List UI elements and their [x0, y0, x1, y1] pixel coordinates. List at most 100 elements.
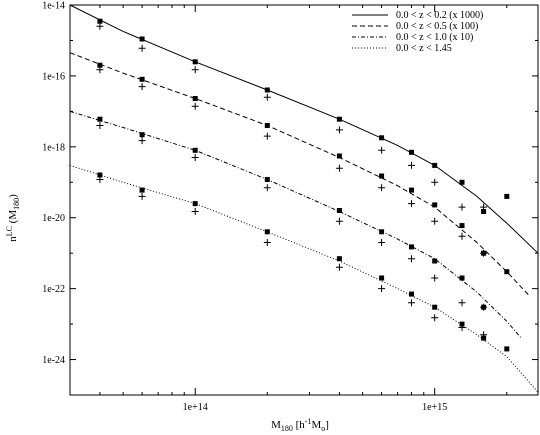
- legend-label: 0.0 < z < 1.0 (x 10): [396, 32, 473, 43]
- series-line: [69, 52, 531, 297]
- square-point: [97, 172, 103, 178]
- plus-point: [96, 22, 104, 30]
- square-point: [139, 187, 145, 193]
- y-tick-label: 1e-20: [42, 213, 65, 224]
- plus-point: [480, 303, 488, 311]
- square-point: [459, 275, 465, 281]
- plus-point: [480, 203, 488, 211]
- plus-point: [263, 93, 271, 101]
- square-point: [459, 179, 465, 185]
- plus-point: [191, 154, 199, 161]
- square-point: [192, 59, 198, 65]
- plus-point: [191, 102, 199, 110]
- model-curves: [69, 4, 539, 393]
- y-tick-label: 1e-18: [42, 142, 65, 153]
- plus-point: [96, 122, 104, 129]
- square-point: [504, 193, 510, 199]
- plus-point: [191, 208, 199, 215]
- legend: 0.0 < z < 0.2 (x 1000)0.0 < z < 0.5 (x 1…: [352, 10, 483, 54]
- legend-label: 0.0 < z < 0.5 (x 100): [396, 21, 478, 32]
- data-markers: [96, 18, 510, 352]
- plus-point: [378, 184, 386, 192]
- x-axis-label: M180 [h-1Mo]: [271, 417, 329, 433]
- square-point: [192, 201, 198, 207]
- plus-point: [480, 331, 488, 339]
- plus-point: [263, 132, 271, 140]
- plot-frame: [69, 4, 539, 396]
- plus-point: [480, 249, 488, 257]
- x-ticks: 1e+14 1e+15: [69, 5, 508, 413]
- square-point: [192, 147, 198, 153]
- square-point: [264, 123, 270, 128]
- plus-point: [458, 299, 466, 307]
- plus-point: [408, 255, 415, 263]
- square-point: [409, 149, 414, 155]
- plus-point: [458, 203, 466, 211]
- square-point: [481, 209, 487, 214]
- square-point: [432, 202, 438, 208]
- plus-point: [378, 285, 386, 293]
- square-point: [504, 346, 510, 352]
- series-line: [69, 164, 539, 393]
- square-point: [97, 62, 103, 68]
- square-point: [264, 87, 270, 93]
- square-point: [432, 258, 438, 264]
- x-tick-label: 1e+14: [183, 402, 208, 413]
- square-point: [409, 187, 414, 193]
- square-point: [139, 76, 145, 82]
- plus-point: [431, 178, 439, 186]
- square-point: [459, 223, 465, 229]
- square-point: [409, 291, 414, 297]
- y-tick-label: 1e-14: [42, 1, 65, 12]
- plus-point: [458, 232, 466, 240]
- plus-point: [431, 314, 439, 322]
- plus-point: [335, 164, 343, 172]
- square-point: [264, 229, 270, 235]
- square-point: [336, 116, 342, 122]
- plus-point: [96, 66, 104, 74]
- square-point: [97, 18, 103, 24]
- plus-point: [138, 137, 146, 145]
- y-tick-label: 1e-16: [42, 71, 65, 82]
- series-line: [69, 4, 539, 254]
- plus-point: [96, 176, 104, 183]
- square-point: [432, 162, 438, 168]
- plus-point: [431, 274, 439, 282]
- square-point: [379, 275, 385, 281]
- plus-point: [408, 200, 415, 208]
- square-point: [379, 229, 385, 235]
- square-point: [379, 173, 385, 179]
- y-axis-label: nLC (M180): [5, 194, 21, 242]
- y-tick-label: 1e-24: [42, 355, 65, 366]
- legend-label: 0.0 < z < 1.45: [396, 43, 452, 54]
- square-point: [336, 256, 342, 262]
- plus-point: [335, 126, 343, 134]
- x-tick-label: 1e+15: [422, 402, 447, 413]
- square-point: [97, 116, 103, 122]
- plus-point: [408, 299, 415, 307]
- square-point: [409, 244, 414, 250]
- square-point: [139, 36, 145, 42]
- square-point: [432, 304, 438, 310]
- plus-point: [263, 184, 271, 192]
- legend-label: 0.0 < z < 0.2 (x 1000): [396, 10, 483, 21]
- plus-point: [191, 66, 199, 74]
- square-point: [264, 177, 270, 182]
- plus-point: [138, 192, 146, 200]
- plus-point: [138, 44, 146, 52]
- plus-point: [335, 217, 343, 225]
- series-line: [69, 110, 522, 339]
- plus-point: [335, 263, 343, 271]
- square-point: [139, 132, 145, 138]
- plus-point: [378, 239, 386, 246]
- plus-point: [138, 83, 146, 91]
- square-point: [504, 269, 510, 275]
- plus-point: [408, 161, 415, 169]
- plus-point: [378, 146, 386, 154]
- plus-point: [458, 324, 466, 331]
- y-tick-label: 1e-22: [42, 284, 65, 295]
- plus-point: [263, 239, 271, 246]
- square-point: [192, 96, 198, 101]
- square-point: [379, 135, 385, 141]
